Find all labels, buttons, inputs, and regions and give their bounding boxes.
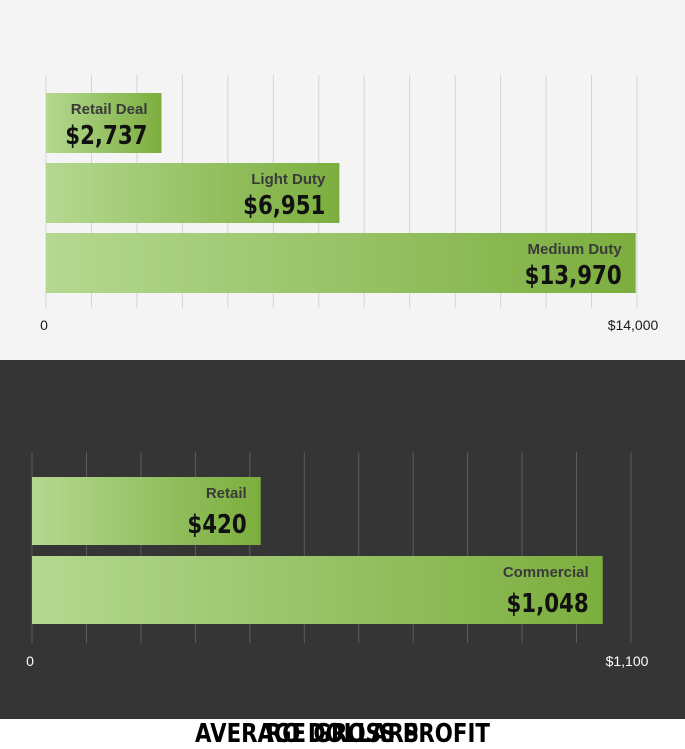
value-label: $6,951 [243,190,325,221]
value-label: $420 [187,509,246,540]
tick-label-min: 0 [40,317,48,333]
bar-light-duty [46,163,340,223]
bar-retail [32,477,261,545]
ro-dollars-title: RO DOLLARS [265,719,420,749]
tick-label-max: $14,000 [608,317,659,333]
tick-label-max: $1,100 [606,653,649,669]
category-label: Retail Deal [71,101,148,118]
category-label: Commercial [503,564,589,581]
value-label: $2,737 [65,120,147,151]
bar-commercial [32,556,603,624]
bar-medium-duty [46,233,636,293]
category-label: Light Duty [251,171,326,188]
value-label: $1,048 [506,588,588,619]
category-label: Retail [206,485,247,502]
category-label: Medium Duty [528,241,623,258]
tick-label-min: 0 [26,653,34,669]
bar-retail-deal [46,93,162,153]
bar-charts: Retail Deal $2,737 Light Duty $6,951 Medium … [26,75,659,669]
value-label: $13,970 [525,260,622,291]
